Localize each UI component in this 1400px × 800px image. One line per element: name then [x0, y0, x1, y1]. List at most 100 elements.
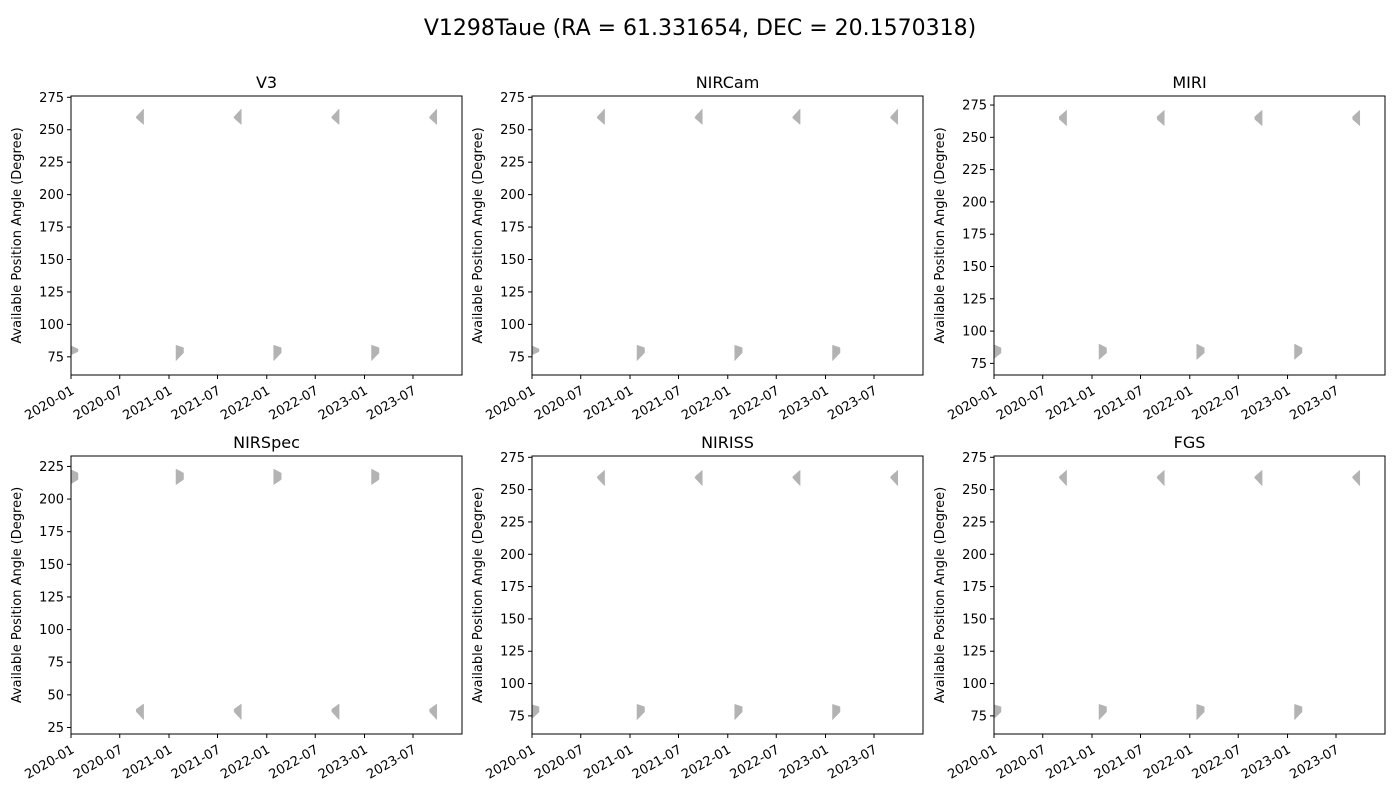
pa-window	[71, 345, 79, 356]
y-tick-label: 250	[962, 131, 987, 146]
y-tick-label: 125	[39, 590, 64, 605]
y-tick-label: 150	[39, 558, 64, 573]
pa-window	[994, 344, 1002, 359]
y-axis-label: Available Position Angle (Degree)	[933, 487, 948, 703]
window-series	[71, 108, 438, 362]
y-tick-label: 100	[500, 318, 525, 333]
subplot-title: FGS	[1174, 433, 1206, 452]
pa-window	[597, 108, 605, 126]
pa-window	[371, 344, 380, 362]
pa-window	[1352, 109, 1361, 127]
subplot-title: MIRI	[1172, 73, 1206, 92]
pa-window	[636, 703, 645, 721]
pa-window	[832, 344, 841, 362]
y-tick-label: 175	[962, 580, 987, 595]
y-axis-label: Available Position Angle (Degree)	[471, 487, 486, 703]
pa-window	[233, 108, 242, 126]
subplot-title: V3	[256, 73, 277, 92]
y-tick-label: 125	[39, 285, 64, 300]
figure-title: V1298Taue (RA = 61.331654, DEC = 20.1570…	[424, 16, 976, 41]
pa-window	[792, 469, 801, 487]
y-tick-label: 75	[970, 709, 987, 724]
window-series	[71, 468, 438, 721]
y-tick-label: 25	[47, 721, 64, 736]
y-tick-label: 250	[962, 483, 987, 498]
y-tick-label: 175	[39, 221, 64, 236]
pa-window	[273, 468, 282, 486]
subplot-title: NIRCam	[696, 73, 760, 92]
y-tick-label: 250	[39, 123, 64, 138]
y-tick-label: 50	[47, 688, 64, 703]
pa-window	[734, 703, 743, 721]
y-tick-label: 275	[39, 91, 64, 106]
pa-window	[636, 344, 645, 362]
pa-window	[1294, 343, 1303, 361]
y-tick-label: 125	[962, 645, 987, 660]
y-tick-label: 125	[500, 645, 525, 660]
y-tick-label: 100	[500, 677, 525, 692]
y-tick-label: 200	[500, 188, 525, 203]
y-tick-label: 75	[970, 357, 987, 372]
pa-window	[1156, 469, 1165, 487]
y-tick-label: 200	[39, 493, 64, 508]
pa-window	[331, 703, 340, 721]
y-tick-label: 100	[39, 318, 64, 333]
y-tick-label: 225	[962, 515, 987, 530]
y-tick-label: 150	[500, 612, 525, 627]
y-tick-label: 175	[500, 580, 525, 595]
pa-window	[532, 345, 540, 356]
pa-window	[1059, 469, 1067, 487]
window-series	[532, 108, 899, 362]
y-tick-label: 225	[39, 460, 64, 475]
pa-window	[175, 344, 184, 362]
pa-window	[136, 108, 144, 126]
pa-window	[734, 344, 743, 362]
window-series	[994, 109, 1361, 361]
y-tick-label: 75	[47, 350, 64, 365]
y-tick-label: 150	[962, 612, 987, 627]
y-tick-label: 200	[39, 188, 64, 203]
y-axis-label: Available Position Angle (Degree)	[10, 127, 25, 343]
pa-window	[233, 703, 242, 721]
pa-window	[371, 468, 380, 486]
y-axis-label: Available Position Angle (Degree)	[471, 127, 486, 343]
pa-window	[832, 703, 841, 721]
y-tick-label: 200	[962, 195, 987, 210]
pa-window	[1098, 343, 1107, 361]
y-tick-label: 100	[39, 623, 64, 638]
pa-window	[1156, 109, 1165, 127]
y-tick-label: 275	[962, 451, 987, 466]
pa-window	[694, 469, 703, 487]
pa-window	[694, 108, 703, 126]
pa-window	[1059, 109, 1067, 127]
y-tick-label: 175	[962, 228, 987, 243]
pa-window	[994, 704, 1002, 719]
pa-window	[1352, 469, 1361, 487]
y-tick-label: 275	[500, 451, 525, 466]
pa-window	[890, 469, 899, 487]
y-tick-label: 75	[508, 350, 525, 365]
y-tick-label: 125	[962, 292, 987, 307]
y-tick-label: 200	[500, 548, 525, 563]
subplot-title: NIRISS	[701, 433, 754, 452]
y-tick-label: 225	[962, 163, 987, 178]
pa-window	[331, 108, 340, 126]
pa-window	[890, 108, 899, 126]
pa-window	[71, 469, 79, 485]
pa-window	[1196, 343, 1205, 361]
y-tick-label: 100	[962, 325, 987, 340]
pa-window	[1254, 109, 1263, 127]
y-tick-label: 175	[39, 525, 64, 540]
pa-window	[136, 703, 144, 721]
pa-window	[792, 108, 801, 126]
y-tick-label: 75	[47, 656, 64, 671]
y-tick-label: 125	[500, 285, 525, 300]
y-axis-label: Available Position Angle (Degree)	[933, 127, 948, 343]
y-tick-label: 100	[962, 677, 987, 692]
y-tick-label: 150	[962, 260, 987, 275]
pa-window	[597, 469, 605, 487]
window-series	[994, 469, 1361, 721]
y-tick-label: 150	[500, 253, 525, 268]
pa-window	[429, 108, 438, 126]
